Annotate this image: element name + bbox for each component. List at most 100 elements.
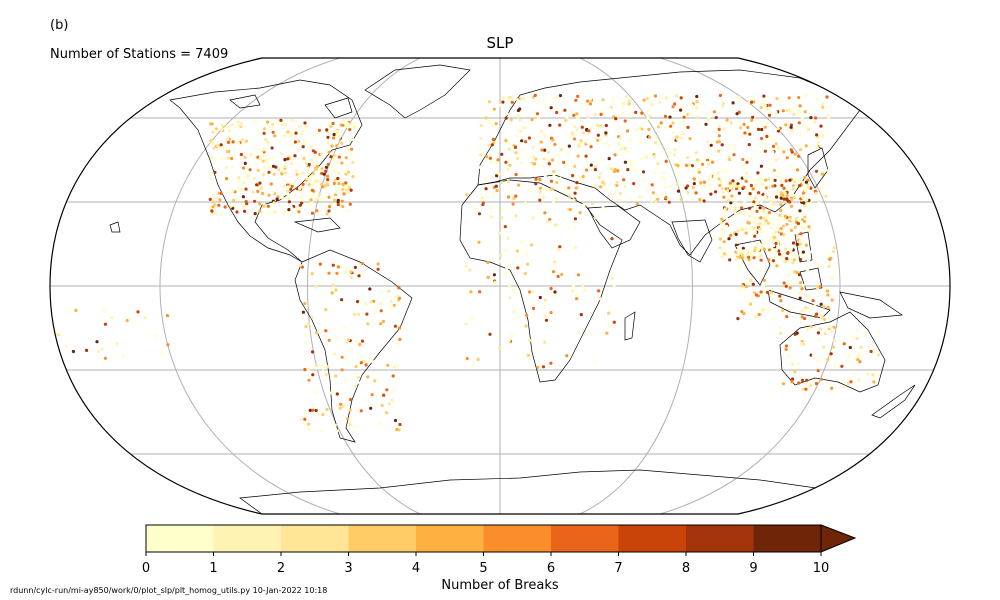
station-marker (333, 154, 337, 158)
station-marker (776, 129, 781, 133)
station-marker (823, 290, 827, 294)
station-marker (335, 392, 339, 396)
station-marker (767, 113, 772, 117)
station-marker (775, 225, 779, 229)
station-marker (213, 158, 217, 162)
station-marker (325, 212, 329, 216)
station-marker (775, 264, 779, 268)
station-marker (283, 178, 287, 182)
station-marker (749, 278, 753, 282)
station-marker (295, 127, 299, 132)
station-marker (802, 186, 807, 190)
station-marker (311, 408, 315, 412)
colorbar-segment (348, 525, 417, 552)
station-marker (538, 186, 543, 190)
station-marker (641, 170, 646, 174)
station-marker (751, 187, 755, 191)
station-marker (607, 166, 611, 170)
station-marker (779, 242, 784, 246)
station-marker (324, 169, 328, 173)
station-marker (826, 169, 830, 173)
station-marker (265, 158, 270, 162)
station-marker (754, 315, 758, 319)
station-marker (684, 163, 689, 167)
station-marker (695, 175, 699, 179)
station-marker (804, 243, 809, 247)
station-marker (286, 189, 290, 193)
station-marker (294, 119, 298, 123)
station-marker (497, 259, 501, 263)
station-marker (368, 287, 372, 291)
station-marker (795, 168, 800, 172)
station-marker (495, 189, 499, 193)
station-marker (478, 147, 482, 151)
station-marker (675, 94, 679, 98)
station-marker (816, 262, 820, 266)
station-marker (509, 118, 513, 122)
station-marker (213, 131, 217, 135)
station-marker (221, 145, 225, 149)
station-marker (324, 329, 328, 333)
station-marker (646, 108, 650, 112)
station-marker (742, 199, 747, 203)
station-marker (793, 225, 798, 229)
station-marker (632, 166, 636, 170)
station-marker (762, 223, 766, 227)
station-marker (601, 98, 605, 102)
station-marker (702, 157, 706, 161)
station-marker (670, 138, 674, 142)
station-marker (825, 289, 830, 293)
station-marker (763, 149, 767, 153)
station-marker (686, 184, 690, 188)
station-marker (300, 186, 304, 190)
station-marker (326, 183, 330, 187)
station-marker (726, 199, 731, 203)
station-marker (744, 231, 748, 235)
station-marker (324, 196, 328, 200)
station-marker (213, 203, 217, 207)
station-marker (211, 200, 215, 204)
station-marker (825, 95, 829, 99)
station-marker (499, 103, 503, 107)
station-marker (676, 166, 680, 170)
station-marker (284, 171, 288, 175)
station-marker (519, 129, 523, 133)
station-marker (541, 133, 546, 137)
station-marker (798, 291, 803, 295)
colorbar-segment (146, 525, 214, 552)
station-marker (760, 127, 764, 132)
station-marker (557, 162, 561, 166)
station-marker (518, 118, 522, 122)
station-marker (753, 230, 757, 234)
station-marker (555, 110, 559, 115)
station-marker (751, 115, 755, 119)
station-marker (354, 364, 358, 369)
station-marker (783, 200, 787, 204)
station-marker (780, 258, 784, 262)
station-marker (555, 107, 559, 111)
station-marker (522, 125, 526, 130)
station-marker (765, 120, 769, 124)
station-marker (642, 178, 646, 182)
station-marker (254, 162, 258, 166)
station-marker (751, 226, 756, 230)
station-marker (208, 177, 212, 181)
station-marker (525, 252, 529, 256)
station-marker (760, 230, 765, 234)
station-marker (771, 240, 775, 244)
station-marker (333, 352, 337, 356)
station-marker (486, 275, 490, 279)
station-marker (584, 123, 588, 127)
station-marker (596, 138, 600, 142)
station-marker (781, 308, 785, 313)
station-marker (768, 238, 772, 242)
station-marker (725, 224, 729, 229)
station-marker (691, 186, 695, 190)
station-marker (608, 325, 613, 329)
station-marker (690, 164, 694, 168)
station-marker (249, 153, 253, 157)
station-marker (780, 183, 784, 187)
station-marker (785, 222, 789, 226)
station-marker (344, 341, 349, 345)
station-marker (356, 375, 360, 379)
